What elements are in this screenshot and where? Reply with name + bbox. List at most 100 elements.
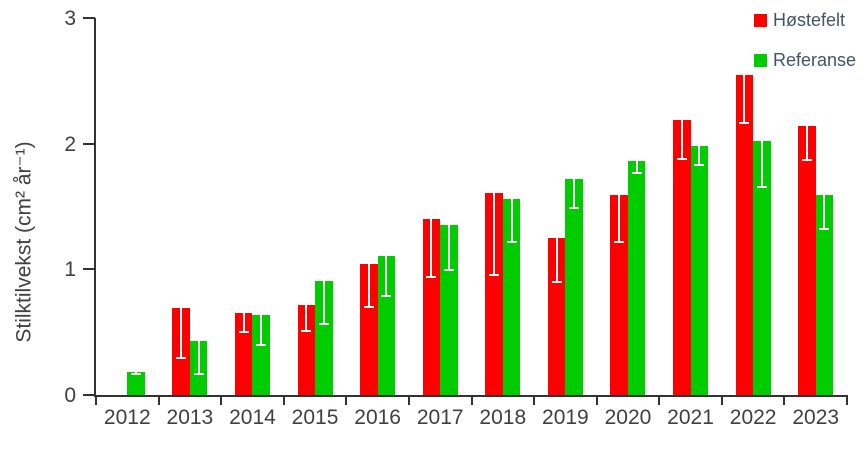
error-bar-line [385, 255, 388, 297]
bar-referanse-2017 [440, 225, 458, 395]
bar-referanse-2020 [627, 161, 646, 395]
y-tick-label: 1 [64, 258, 76, 282]
error-bar-cap [756, 185, 767, 188]
bar-hostefelt-2015 [297, 304, 316, 395]
error-bar-line [493, 192, 496, 276]
x-axis-line [94, 395, 848, 397]
bar-referanse-2022 [753, 141, 771, 395]
y-axis-tick [83, 268, 95, 271]
bar-referanse-2016 [377, 255, 396, 395]
error-bar-line [447, 225, 450, 271]
x-tick-label: 2018 [479, 406, 527, 429]
error-bar-line [618, 195, 621, 243]
bar-referanse-2014 [252, 314, 270, 395]
legend: Høstefelt Referanse [754, 10, 856, 90]
error-bar-line [760, 141, 763, 188]
error-bar-line [180, 308, 183, 359]
bar-hostefelt-2021 [673, 119, 691, 395]
x-tick-label: 2021 [667, 406, 714, 429]
y-axis-tick [83, 17, 95, 19]
error-bar-line [573, 178, 576, 209]
error-bar-line [743, 74, 746, 124]
y-axis-tick [83, 142, 95, 145]
x-axis-tick [282, 397, 285, 405]
x-axis-tick [95, 397, 97, 405]
error-bar-cap [801, 159, 812, 162]
error-bar-cap [506, 240, 517, 243]
y-axis-tick [83, 394, 95, 396]
error-bar-line [322, 280, 325, 325]
x-tick-label: 2022 [729, 406, 777, 429]
x-axis-tick [470, 397, 473, 405]
x-axis-tick [345, 397, 348, 405]
error-bar-line [305, 304, 308, 333]
x-tick-label: 2015 [291, 406, 339, 429]
error-bar-line [260, 314, 263, 346]
error-bar-line [635, 161, 638, 174]
x-axis-tick [220, 397, 223, 405]
error-bar-line [680, 119, 683, 160]
error-bar-cap [363, 306, 374, 309]
bar-hostefelt-2017 [422, 219, 441, 395]
bar-hostefelt-2022 [735, 74, 754, 395]
x-axis-tick [658, 397, 661, 405]
error-bar-cap [631, 171, 642, 174]
bar-referanse-2018 [502, 198, 521, 395]
error-bar-line [242, 313, 245, 334]
error-bar-cap [489, 273, 500, 276]
bar-referanse-2021 [690, 146, 709, 395]
error-bar-cap [193, 372, 204, 375]
error-bar-cap [551, 281, 562, 284]
bar-referanse-2012 [127, 372, 145, 395]
error-bar-line [805, 126, 808, 162]
x-tick-label: 2012 [103, 406, 151, 429]
error-bar-line [430, 219, 433, 279]
x-axis-tick [783, 397, 786, 405]
bar-hostefelt-2014 [234, 313, 253, 395]
error-bar-line [555, 237, 558, 284]
x-axis-tick [595, 397, 598, 405]
error-bar-cap [676, 157, 687, 160]
error-bar-cap [569, 207, 580, 209]
error-bar-cap [131, 372, 142, 375]
y-tick-label: 2 [64, 132, 76, 156]
error-bar-line [367, 264, 370, 309]
y-tick-label: 3 [64, 7, 76, 30]
error-bar-cap [381, 294, 392, 297]
y-axis-line [94, 18, 96, 397]
error-bar-cap [301, 330, 312, 333]
error-bar-line [510, 198, 513, 243]
bar-referanse-2019 [565, 178, 583, 395]
legend-label: Høstefelt [773, 10, 846, 30]
bar-hostefelt-2018 [485, 192, 503, 395]
bar-hostefelt-2023 [798, 126, 816, 395]
x-axis-tick [407, 397, 410, 405]
legend-label: Referanse [773, 50, 857, 70]
error-bar-cap [443, 268, 454, 271]
x-tick-label: 2013 [166, 406, 214, 429]
x-tick-label: 2017 [416, 406, 464, 429]
legend-swatch-icon [754, 14, 767, 27]
error-bar-cap [614, 240, 625, 243]
x-axis-tick [846, 397, 848, 405]
x-axis-tick [720, 397, 723, 405]
error-bar-cap [318, 322, 329, 325]
x-tick-label: 2020 [604, 406, 652, 429]
bar-referanse-2015 [315, 280, 333, 395]
error-bar-line [823, 195, 826, 231]
error-bar-cap [739, 121, 750, 124]
bar-hostefelt-2020 [610, 195, 628, 395]
error-bar-cap [238, 331, 249, 334]
x-axis-tick [157, 397, 160, 405]
legend-swatch-icon [754, 54, 767, 67]
x-axis-tick [533, 397, 536, 405]
error-bar-line [698, 146, 701, 167]
x-tick-label: 2023 [792, 406, 840, 429]
x-tick-label: 2014 [229, 406, 276, 429]
bar-hostefelt-2019 [547, 237, 566, 395]
x-tick-label: 2019 [542, 406, 589, 429]
error-bar-cap [256, 343, 267, 346]
legend-item-hostefelt: Høstefelt [754, 10, 856, 31]
